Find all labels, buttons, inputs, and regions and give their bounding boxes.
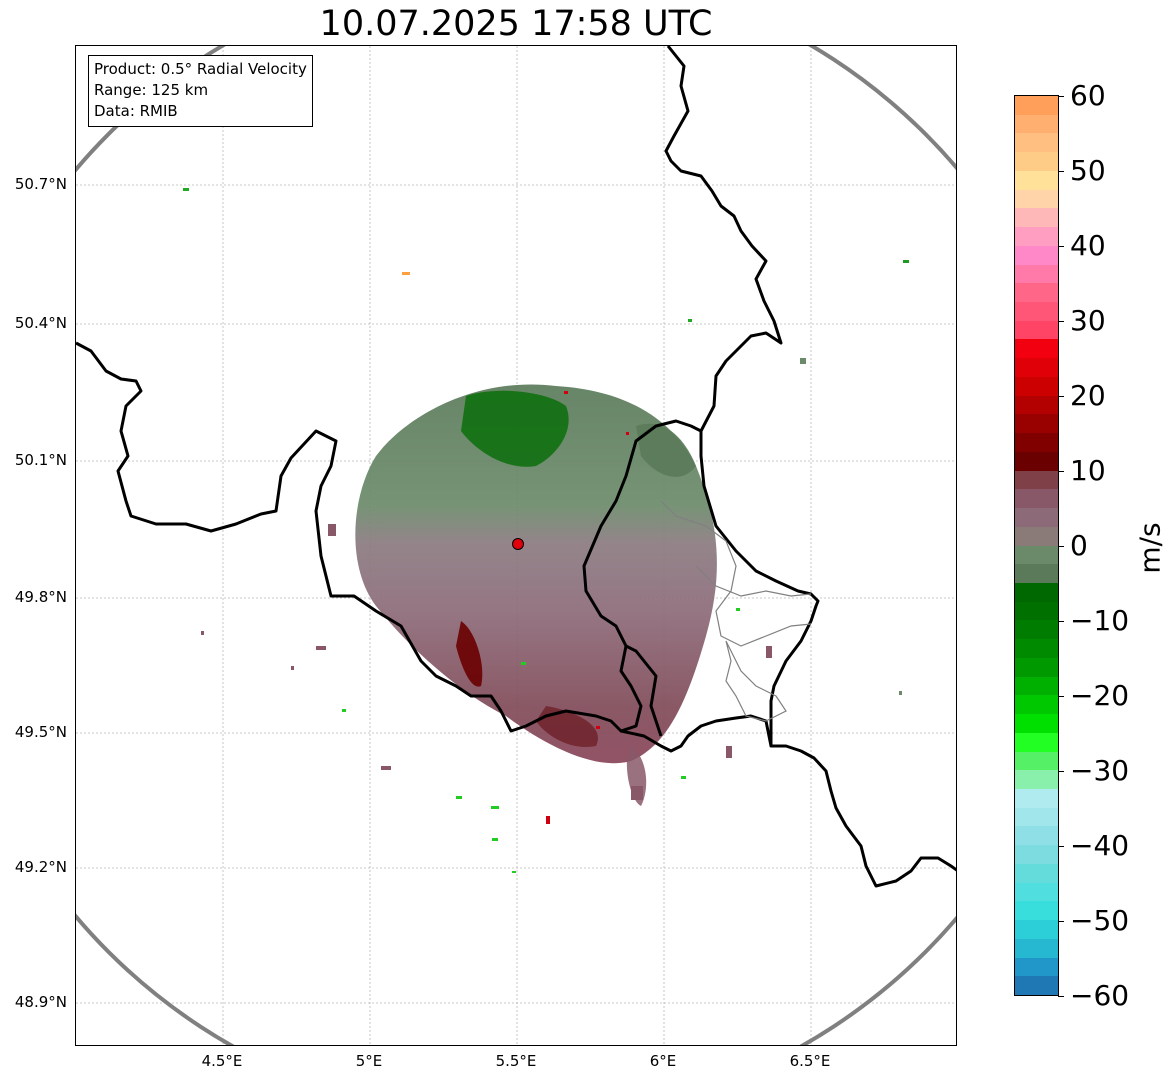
colorbar-segment (1015, 114, 1058, 135)
colorbar-segment (1015, 657, 1058, 678)
lat-label: 50.7°N (14, 175, 67, 193)
radar-map[interactable] (75, 45, 957, 1046)
colorbar-segment (1015, 208, 1058, 228)
colorbar-segment (1015, 770, 1058, 790)
colorbar-segment (1015, 938, 1058, 959)
colorbar-segment (1015, 339, 1058, 359)
colorbar-tick-label: 40 (1070, 229, 1106, 262)
range-text: Range: 125 km (94, 81, 209, 99)
colorbar-segment (1015, 227, 1058, 247)
internal-borders (660, 500, 812, 722)
colorbar-tick-label: 10 (1070, 454, 1106, 487)
colorbar-segment (1015, 826, 1058, 846)
colorbar-tick-label: −10 (1070, 604, 1130, 637)
colorbar-segment (1015, 882, 1058, 902)
colorbar-segment (1015, 751, 1058, 771)
colorbar-tick-label: 20 (1070, 379, 1106, 412)
colorbar-tick-label: 60 (1070, 79, 1106, 112)
colorbar-segment (1015, 414, 1058, 434)
colorbar-segment (1015, 920, 1058, 940)
lon-label: 6°E (649, 1052, 677, 1070)
lat-label: 49.8°N (14, 588, 67, 606)
colorbar-tick-label: −30 (1070, 754, 1130, 787)
colorbar-tick (1058, 96, 1064, 97)
colorbar-segment (1015, 676, 1058, 696)
map-title: 10.07.2025 17:58 UTC (319, 4, 713, 44)
colorbar-segment (1015, 489, 1058, 509)
colorbar-tick-label: 50 (1070, 154, 1106, 187)
colorbar-segment (1015, 133, 1058, 153)
colorbar-segment (1015, 582, 1058, 603)
colorbar-segment (1015, 695, 1058, 715)
colorbar-segment (1015, 170, 1058, 191)
data-source-text: Data: RMIB (94, 102, 178, 120)
colorbar-segment (1015, 395, 1058, 415)
colorbar-segment (1015, 189, 1058, 209)
colorbar-segment (1015, 639, 1058, 659)
colorbar-segment (1015, 283, 1058, 303)
lon-label: 6.5°E (789, 1052, 831, 1070)
colorbar-segment (1015, 564, 1058, 584)
colorbar-tick-label: 0 (1070, 529, 1088, 562)
colorbar-tick-label: −60 (1070, 979, 1130, 1012)
colorbar-segment (1015, 976, 1058, 995)
colorbar-segment (1015, 901, 1058, 921)
radar-velocity-echoes (183, 188, 909, 873)
colorbar-segment (1015, 714, 1058, 734)
colorbar-tick (1058, 771, 1064, 772)
colorbar-tick-label: 30 (1070, 304, 1106, 337)
lat-label: 50.4°N (14, 314, 67, 332)
colorbar-unit-label: m/s (1133, 522, 1167, 574)
colorbar-tick-label: −50 (1070, 904, 1130, 937)
colorbar-segment (1015, 152, 1058, 172)
colorbar-tick (1058, 546, 1064, 547)
colorbar-segment (1015, 601, 1058, 622)
colorbar-tick (1058, 471, 1064, 472)
colorbar-segment (1015, 358, 1058, 378)
colorbar-segment (1015, 845, 1058, 865)
colorbar-segment (1015, 788, 1058, 809)
colorbar-segment (1015, 302, 1058, 322)
colorbar-tick (1058, 171, 1064, 172)
colorbar-tick (1058, 921, 1064, 922)
colorbar-tick (1058, 996, 1064, 997)
colorbar-tick (1058, 246, 1064, 247)
colorbar-tick (1058, 396, 1064, 397)
velocity-colorbar (1014, 95, 1059, 996)
product-text: Product: 0.5° Radial Velocity (94, 60, 307, 78)
colorbar-segment (1015, 526, 1058, 547)
lat-label: 50.1°N (14, 451, 67, 469)
colorbar-segment (1015, 863, 1058, 884)
country-borders (76, 46, 956, 888)
lat-label: 49.2°N (14, 858, 67, 876)
radar-map-canvas (76, 46, 956, 1045)
colorbar-tick-label: −20 (1070, 679, 1130, 712)
colorbar-segment (1015, 264, 1058, 284)
colorbar-tick (1058, 846, 1064, 847)
colorbar-segment (1015, 376, 1058, 397)
lon-label: 5.5°E (495, 1052, 537, 1070)
colorbar-segment (1015, 545, 1058, 565)
colorbar-segment (1015, 245, 1058, 266)
colorbar-segment (1015, 433, 1058, 453)
colorbar-segment (1015, 620, 1058, 640)
colorbar-segment (1015, 451, 1058, 472)
colorbar-segment (1015, 96, 1058, 116)
lat-label: 49.5°N (14, 723, 67, 741)
colorbar-tick (1058, 321, 1064, 322)
colorbar-segment (1015, 320, 1058, 341)
lat-label: 48.9°N (14, 993, 67, 1011)
colorbar-tick (1058, 696, 1064, 697)
colorbar-tick (1058, 621, 1064, 622)
colorbar-tick-label: −40 (1070, 829, 1130, 862)
product-info-box: Product: 0.5° Radial Velocity Range: 125… (88, 55, 313, 127)
colorbar-segment (1015, 807, 1058, 828)
colorbar-segment (1015, 957, 1058, 977)
lon-label: 4.5°E (201, 1052, 243, 1070)
colorbar-segment (1015, 470, 1058, 490)
colorbar-segment (1015, 508, 1058, 528)
radar-site-marker (512, 538, 524, 550)
colorbar-segment (1015, 732, 1058, 753)
lon-label: 5°E (355, 1052, 383, 1070)
